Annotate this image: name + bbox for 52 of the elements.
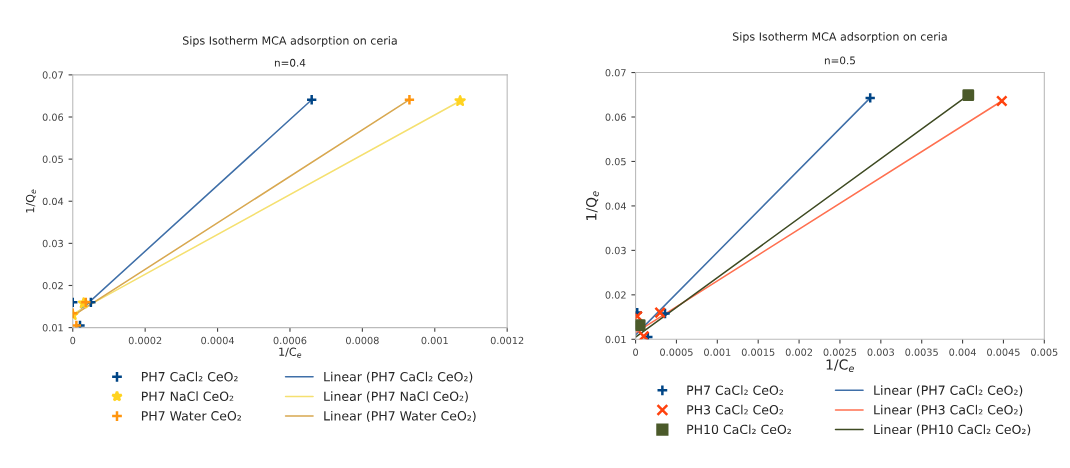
x-tick-label: 0 <box>70 336 76 345</box>
y-tick-label: 0.05 <box>605 157 626 166</box>
chart-subtitle: n=0.5 <box>824 56 855 65</box>
y-tick-label: 0.01 <box>605 335 626 344</box>
x-tick-label: 0.0045 <box>987 348 1020 356</box>
y-tick-label: 0.04 <box>42 197 64 206</box>
chart-subtitle: n=0.4 <box>274 58 306 67</box>
legend-label: Linear (PH7 Water CeO₂) <box>324 410 476 423</box>
legend-label: Linear (PH7 NaCl CeO₂) <box>324 391 468 403</box>
y-tick-label: 0.04 <box>605 202 627 210</box>
x-tick-label: 0.001 <box>704 348 731 356</box>
x-tick-label: 0.005 <box>1031 348 1058 356</box>
x-tick-label: 0.001 <box>421 336 448 345</box>
x-axis-title: 1/C$_{e}$ <box>279 347 302 358</box>
legend-label: Linear (PH3 CaCl₂ CeO₂) <box>874 404 1023 416</box>
y-axis-title: 1/Q$_{e}$ <box>586 191 599 220</box>
x-tick-label: 0.0006 <box>273 336 307 345</box>
y-tick-label: 0.03 <box>42 239 63 248</box>
y-tick-label: 0.06 <box>605 113 626 121</box>
x-tick-label: 0.0012 <box>490 336 524 345</box>
legend-label: Linear (PH7 CaCl₂ CeO₂) <box>324 371 473 383</box>
chart-title: Sips Isotherm MCA adsorption on ceria <box>732 32 947 43</box>
x-tick-label: 0.004 <box>949 348 976 356</box>
x-tick-label: 0.0015 <box>741 348 775 356</box>
x-tick-label: 0.0005 <box>660 348 693 356</box>
y-tick-label: 0.05 <box>42 155 63 163</box>
x-tick-label: 0.0008 <box>346 336 379 345</box>
legend-label: PH10 CaCl₂ CeO₂ <box>687 424 791 435</box>
x-tick-label: 0.0035 <box>905 348 938 356</box>
legend-label: PH7 CaCl₂ CeO₂ <box>141 371 238 382</box>
legend-label: Linear (PH10 CaCl₂ CeO₂) <box>874 424 1031 436</box>
x-tick-label: 0.0004 <box>201 336 235 345</box>
y-tick-label: 0.01 <box>42 324 63 332</box>
y-axis-title: 1/Q$_{e}$ <box>25 189 37 213</box>
y-tick-label: 0.02 <box>605 291 626 299</box>
y-tick-label: 0.03 <box>605 246 626 255</box>
x-tick-label: 0.003 <box>867 348 894 356</box>
y-tick-label: 0.07 <box>605 69 626 77</box>
legend-label: PH7 NaCl CeO₂ <box>141 391 234 401</box>
y-tick-label: 0.07 <box>42 71 63 79</box>
legend-label: PH3 CaCl₂ CeO₂ <box>687 404 784 415</box>
legend-label: PH7 CaCl₂ CeO₂ <box>687 385 784 395</box>
y-tick-label: 0.02 <box>42 281 63 290</box>
legend-label: Linear (PH7 CaCl₂ CeO₂) <box>874 385 1023 397</box>
x-axis-title: 1/C$_{e}$ <box>826 359 854 372</box>
chart-title: Sips Isotherm MCA adsorption on ceria <box>182 36 397 47</box>
x-tick-label: 0.0025 <box>823 348 857 356</box>
x-tick-label: 0.002 <box>785 348 813 356</box>
x-tick-label: 0 <box>633 348 639 356</box>
x-tick-label: 0.0002 <box>128 336 162 345</box>
legend-label: PH7 Water CeO₂ <box>141 411 242 421</box>
y-tick-label: 0.06 <box>42 113 64 121</box>
